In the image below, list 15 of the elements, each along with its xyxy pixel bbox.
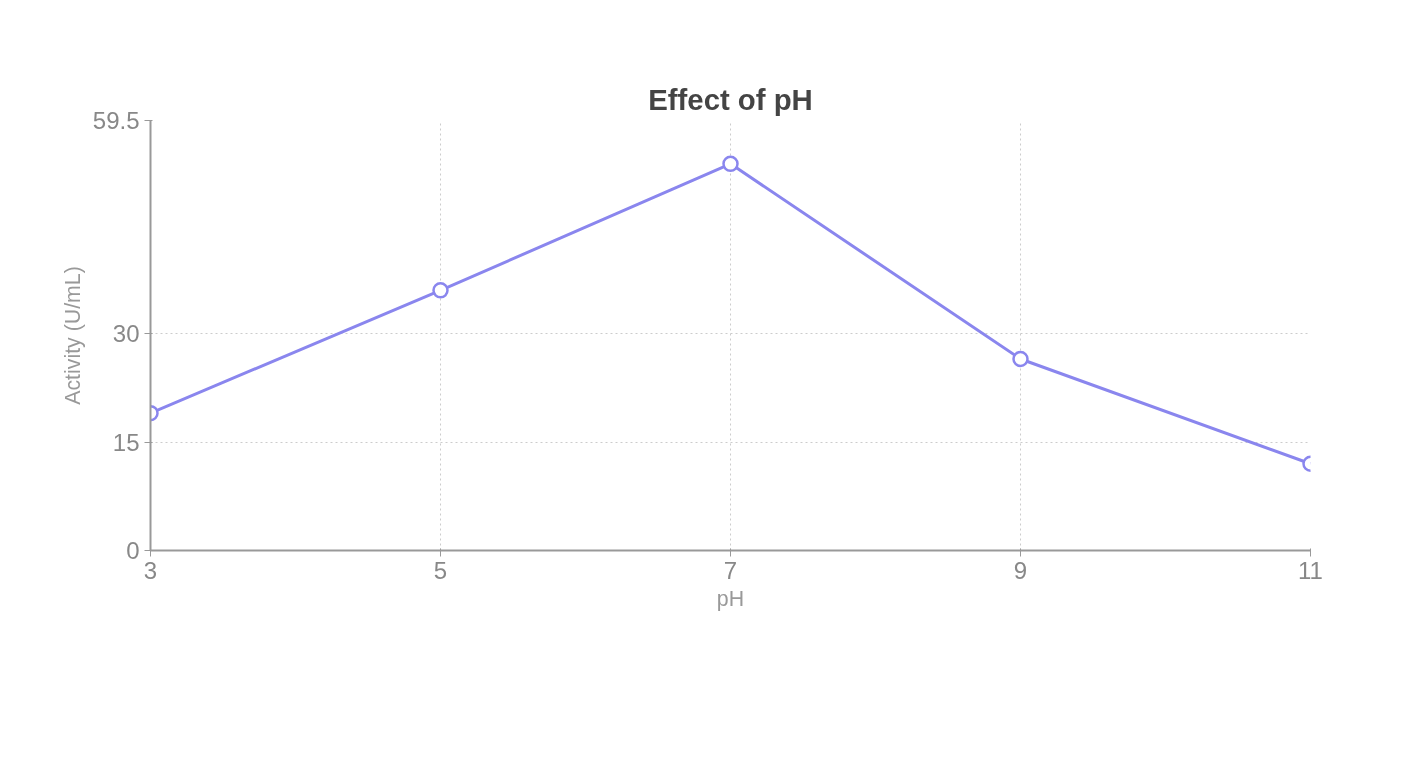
y-axis-title: Activity (U/mL) [60, 266, 85, 405]
y-tick-label: 15 [112, 428, 140, 456]
y-tick-label: 0 [126, 537, 140, 564]
x-tick-label: 7 [723, 556, 738, 584]
x-tick-label: 9 [1013, 556, 1028, 584]
x-tick-label: 11 [1298, 556, 1323, 584]
y-tick-label: 30 [112, 320, 140, 348]
x-axis-title: pH [716, 586, 745, 611]
y-tick-label: 59.5 [92, 107, 140, 134]
point [1012, 350, 1029, 368]
x-tick-label: 5 [433, 556, 448, 584]
point [722, 155, 739, 173]
point [432, 282, 449, 299]
chart-title: Effect of pH [648, 82, 813, 116]
x-tick-label: 3 [143, 556, 158, 584]
